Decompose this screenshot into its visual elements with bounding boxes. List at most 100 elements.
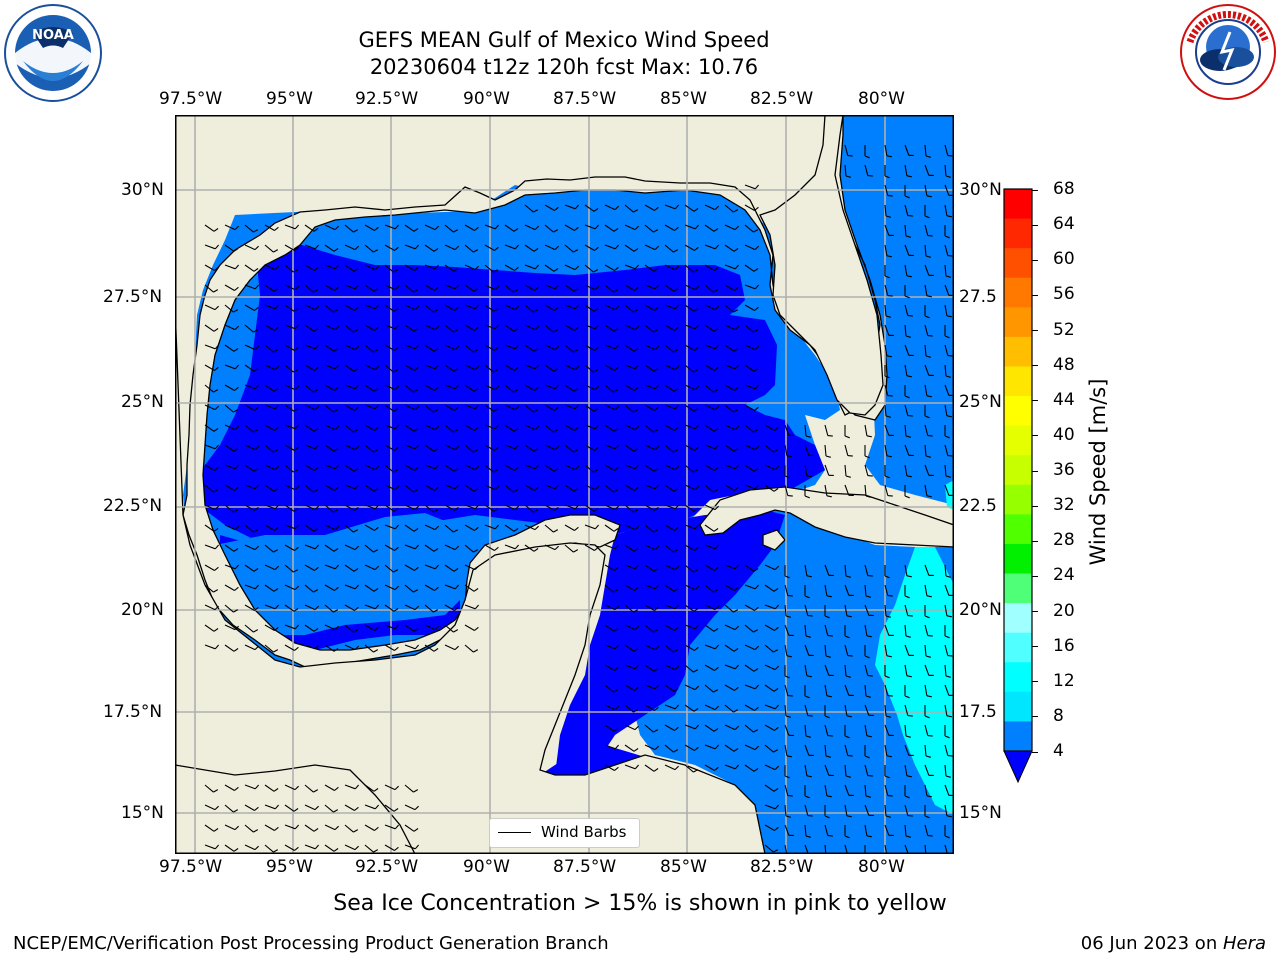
- wind-barb-flag: [594, 546, 599, 551]
- wind-barb-flag: [594, 346, 599, 351]
- wind-barb: [224, 264, 236, 270]
- wind-barb: [924, 584, 928, 596]
- wind-barb: [644, 724, 654, 733]
- wind-barb-flag: [494, 246, 499, 251]
- isla-juventud-land: [762, 529, 786, 551]
- wind-barb: [484, 444, 495, 451]
- wind-barb-flag: [753, 229, 759, 233]
- wind-barb: [864, 164, 869, 176]
- colorbar-tick-mark: [1032, 330, 1038, 331]
- wind-barb-flag: [394, 646, 399, 651]
- wind-barb-flag: [634, 225, 639, 230]
- wind-barb-flag: [613, 389, 619, 393]
- wind-barb-flag: [633, 448, 639, 452]
- wind-barb-flag: [633, 209, 639, 213]
- wind-barb: [804, 564, 808, 576]
- wind-barb: [384, 404, 395, 412]
- wind-barb-flag: [614, 305, 619, 310]
- wind-barb: [484, 404, 495, 412]
- wind-barb: [704, 744, 716, 750]
- gulf-wind-map: [175, 115, 954, 854]
- wind-barb-flag: [493, 508, 499, 512]
- legend-label: Wind Barbs: [541, 823, 627, 841]
- wind-barb: [264, 784, 275, 792]
- wind-barb-flag: [906, 475, 912, 478]
- wind-barb: [364, 484, 375, 492]
- wind-barb: [544, 264, 555, 272]
- lon-label-top-85: 85°W: [660, 89, 707, 109]
- wind-barb: [284, 244, 295, 251]
- wind-barb: [444, 284, 456, 290]
- wind-barb-flag: [633, 309, 639, 313]
- wind-barb-flag: [473, 288, 479, 292]
- wind-barb-flag: [594, 424, 600, 430]
- wind-barb-flag: [804, 595, 810, 599]
- wind-barb-flag: [693, 608, 699, 612]
- wind-barb-flag: [314, 505, 319, 510]
- wind-barb-flag: [233, 309, 239, 313]
- wind-barb: [884, 804, 887, 817]
- wind-barb-flag: [334, 825, 339, 830]
- wind-barb: [824, 764, 830, 776]
- wind-barb-flag: [294, 324, 300, 330]
- wind-barb-flag: [674, 765, 679, 770]
- wind-barb: [324, 504, 334, 513]
- wind-barb: [644, 744, 656, 751]
- wind-barb: [724, 444, 735, 452]
- wind-barb-flag: [553, 429, 559, 433]
- lat-label-right-15: 15°N: [959, 803, 1002, 823]
- wind-barb-flag: [674, 465, 679, 470]
- wind-barb: [684, 204, 695, 212]
- wind-barb: [384, 484, 396, 491]
- wind-barb-flag: [354, 345, 359, 350]
- footer-credit: NCEP/EMC/Verification Post Processing Pr…: [13, 933, 609, 954]
- wind-barb-flag: [693, 769, 699, 773]
- wind-barb: [344, 464, 355, 472]
- wind-barb: [484, 224, 496, 230]
- wind-barb: [564, 244, 574, 253]
- wind-barb-flag: [754, 745, 759, 750]
- wind-barb-flag: [754, 406, 759, 411]
- wind-barb-flag: [393, 408, 399, 412]
- wind-barb-flag: [713, 489, 719, 493]
- wind-barb-flag: [613, 428, 619, 432]
- wind-barb: [604, 744, 616, 750]
- wind-barb: [744, 224, 754, 233]
- wind-barb: [344, 644, 356, 651]
- colorbar-tick-mark: [1032, 575, 1038, 577]
- wind-barb-flag: [653, 429, 659, 433]
- wind-barb: [804, 704, 809, 716]
- wind-barb-flag: [634, 264, 640, 270]
- wind-barb: [244, 824, 254, 833]
- wind-barb: [624, 244, 635, 252]
- wind-barb-flag: [593, 308, 599, 312]
- wind-barb-flag: [554, 306, 559, 311]
- wind-barb: [484, 524, 496, 530]
- wind-barb-flag: [924, 815, 930, 819]
- wind-barb: [824, 424, 829, 436]
- wind-barb-flag: [714, 344, 720, 350]
- wind-barb-flag: [334, 325, 339, 330]
- wind-barb-flag: [887, 195, 893, 197]
- wind-barb: [404, 264, 415, 271]
- wind-barb: [464, 424, 475, 431]
- wind-barb-flag: [373, 449, 379, 453]
- wind-barb-flag: [674, 304, 680, 310]
- wind-barb: [884, 404, 887, 417]
- wind-barb: [884, 624, 890, 636]
- wind-barb-flag: [906, 575, 912, 578]
- wind-barb-flag: [513, 489, 519, 493]
- wind-barb: [344, 324, 354, 333]
- lat-label-right-20: 20°N: [959, 600, 1002, 620]
- wind-barb: [524, 384, 535, 391]
- wind-barb-flag: [845, 675, 851, 678]
- wind-barb: [264, 584, 275, 592]
- wind-barb-flag: [654, 745, 659, 750]
- wind-barb: [244, 604, 255, 611]
- wind-barb-flag: [454, 584, 460, 590]
- wind-barb: [564, 504, 576, 510]
- wind-barb: [844, 584, 850, 596]
- wind-barb: [384, 644, 395, 651]
- wind-barb: [204, 404, 216, 411]
- noaa-logo: NOAA: [4, 4, 102, 102]
